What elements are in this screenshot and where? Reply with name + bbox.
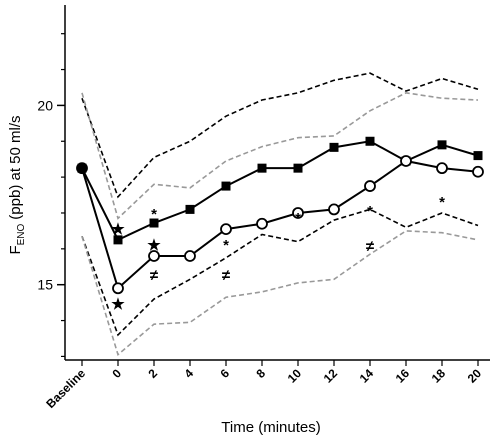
circle-marker bbox=[148, 250, 160, 262]
y-tick-label: 15 bbox=[37, 277, 53, 293]
annotation: * bbox=[223, 237, 229, 254]
band-line bbox=[81, 72, 479, 199]
square-marker bbox=[365, 136, 375, 146]
x-tick-label: 4 bbox=[181, 366, 196, 381]
x-tick-label: 20 bbox=[465, 366, 485, 386]
x-tick-label: 10 bbox=[285, 366, 305, 386]
annotation: ≠ bbox=[222, 267, 231, 284]
x-tick-label: 2 bbox=[145, 366, 160, 381]
band-line bbox=[81, 208, 479, 337]
circle-marker bbox=[400, 155, 412, 167]
square-marker bbox=[185, 204, 195, 214]
circle-marker bbox=[220, 223, 232, 236]
annotation: ★ bbox=[147, 237, 161, 254]
circle-marker bbox=[184, 250, 196, 262]
square-marker bbox=[257, 163, 267, 173]
annotation: * bbox=[367, 203, 373, 220]
x-tick-label: 8 bbox=[253, 366, 268, 381]
square-marker bbox=[437, 140, 447, 150]
annotation: ★ bbox=[111, 221, 125, 238]
circle-marker bbox=[292, 207, 304, 219]
annotation: ★ bbox=[111, 296, 125, 313]
circle-marker bbox=[76, 162, 88, 175]
y-title-main: F bbox=[7, 245, 24, 254]
annotation: * bbox=[439, 194, 445, 211]
x-tick-label: 16 bbox=[393, 366, 413, 386]
y-title-rest: (ppb) at 50 ml/s bbox=[7, 115, 24, 219]
square-marker bbox=[473, 151, 483, 161]
circle-marker bbox=[112, 282, 124, 295]
circle-marker bbox=[364, 180, 376, 192]
x-tick-label: 14 bbox=[357, 366, 377, 386]
band-line bbox=[81, 230, 479, 357]
square-marker bbox=[293, 163, 303, 173]
x-axis-title: Time (minutes) bbox=[221, 419, 320, 436]
x-tick-label: 12 bbox=[321, 366, 341, 386]
x-tick-label: 0 bbox=[109, 366, 124, 381]
circle-marker bbox=[256, 217, 268, 230]
circle-marker bbox=[436, 162, 448, 175]
x-tick-label: 6 bbox=[217, 366, 232, 381]
square-marker bbox=[221, 181, 231, 191]
series-line bbox=[81, 159, 479, 291]
x-tick-label: 18 bbox=[429, 366, 449, 386]
square-marker bbox=[113, 235, 123, 245]
circle-marker bbox=[472, 165, 484, 178]
y-title-sub: ENO bbox=[16, 223, 27, 245]
annotation: * bbox=[295, 210, 301, 227]
band-line bbox=[81, 92, 479, 220]
y-tick-label: 20 bbox=[37, 97, 53, 113]
annotation: ≠ bbox=[150, 267, 159, 284]
y-axis-title: FENO (ppb) at 50 ml/s bbox=[7, 115, 27, 254]
series-line bbox=[81, 140, 479, 242]
annotation: ≠ bbox=[366, 238, 375, 255]
annotation: * bbox=[151, 206, 157, 223]
square-marker bbox=[149, 218, 159, 228]
x-tick-label: Baseline bbox=[43, 366, 88, 411]
square-marker bbox=[329, 142, 339, 152]
circle-marker bbox=[328, 203, 340, 216]
